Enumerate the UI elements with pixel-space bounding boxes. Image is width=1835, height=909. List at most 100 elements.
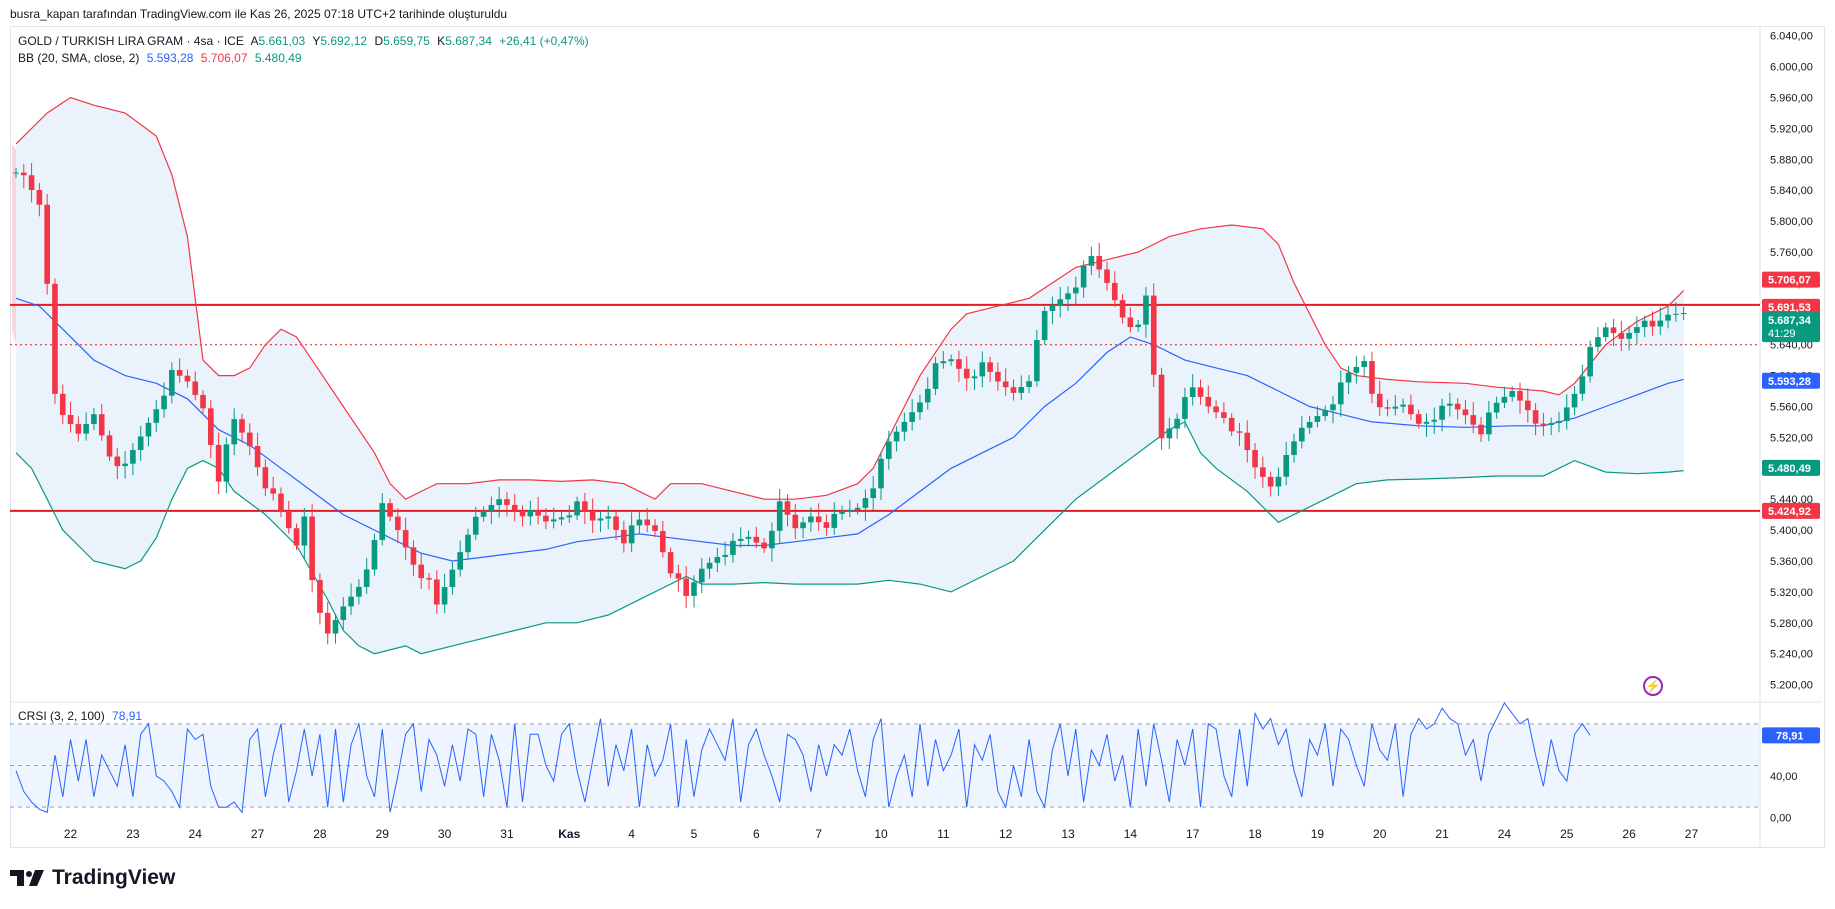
candle-body [231,419,238,445]
candle-body [1026,381,1032,388]
lightning-icon[interactable]: ⚡ [1643,676,1663,696]
price-tag-bg [1762,312,1820,343]
chart-attribution: busra_kapan tarafından TradingView.com i… [10,7,508,21]
candle-body [480,510,487,517]
candle-body [153,409,160,423]
candle-body [192,381,199,395]
high-value: 5.692,12 [320,34,368,48]
candle-body [36,190,43,205]
x-tick-label: 7 [815,827,822,841]
candle-body [706,562,713,569]
candle-body [1158,374,1165,439]
y-tick-label: 5.200,00 [1770,680,1813,692]
candle-body [340,606,347,620]
candle-body [1104,269,1110,283]
candle-body [558,517,565,520]
candle-body [1189,387,1196,398]
y-tick-label: 5.560,00 [1770,401,1813,413]
x-tick-label: 14 [1124,827,1138,841]
x-tick-label: 10 [874,827,888,841]
bb-upper-line [15,96,1685,500]
candle-body [550,519,557,522]
candle-body [363,569,370,587]
candle-body [145,422,152,437]
y-tick-label: 5.320,00 [1770,587,1813,599]
candle-body [44,204,50,284]
price-tag-countdown: 41:29 [1768,328,1796,340]
candle-body [75,424,82,434]
price-tag-label: 5.706,07 [1768,275,1811,287]
candle-body [1111,282,1118,301]
candle-body [745,536,752,539]
candle-body [1073,287,1079,294]
candle-body [667,552,674,574]
candle-body [1532,410,1539,424]
y-tick-label: 5.520,00 [1770,432,1813,444]
x-tick-label: 11 [937,827,950,841]
close-value: 5.687,34 [445,34,492,48]
candle-body [628,525,635,544]
candle-body [917,402,923,413]
candle-body [239,419,245,433]
candle-body [1260,467,1266,477]
crsi-value: 78,91 [112,709,143,723]
candle-body [730,540,736,555]
y-tick-label: 5.760,00 [1770,247,1813,259]
x-tick-label: 21 [1435,827,1449,841]
x-tick-label: 5 [691,827,698,841]
candle-body [457,552,463,570]
candle-body [379,503,386,540]
candle-body [223,444,230,482]
candle-body [535,509,541,516]
candle-body [823,522,830,528]
crsi-legend: CRSI (3, 2, 100) 78,91 [18,709,146,723]
candle-body [1010,387,1017,393]
candle-body [769,530,775,549]
candle-body [1291,441,1297,455]
y-tick-label: 5.880,00 [1770,154,1813,166]
candle-body [1306,421,1313,428]
candle-body [161,395,167,410]
candle-body [1135,324,1141,328]
candle-body [862,498,869,508]
candle-body [589,510,596,521]
candle-body [776,501,783,531]
candle-body [691,582,697,596]
candle-body [1447,403,1453,406]
candle-body [20,172,27,176]
y-tick-label: 6.040,00 [1770,31,1813,43]
candle-body [1680,313,1687,315]
bb-legend: BB (20, SMA, close, 2) 5.593,28 5.706,07… [18,51,306,65]
candle-body [488,505,495,511]
candle-body [1088,256,1095,266]
candle-body [1150,295,1157,375]
candle-body [208,408,214,445]
candle-body [504,499,510,505]
candle-body [1563,407,1570,422]
candle-body [1034,340,1040,382]
candle-body [1236,431,1243,433]
candle-body [1337,382,1344,405]
candle-body [1283,454,1290,477]
symbol-title: GOLD / TURKISH LIRA GRAM · 4sa · ICE [18,34,244,48]
tradingview-logo[interactable]: TradingView [10,866,175,890]
candle-body [1408,404,1414,415]
price-tag-bg [1762,502,1820,519]
candle-body [98,414,105,436]
x-tick-label: 31 [500,827,514,841]
candle-body [1353,366,1360,373]
x-tick-label: 12 [999,827,1013,841]
price-tag-bg [1762,298,1820,315]
candle-body [621,529,627,544]
candle-body [722,554,728,557]
candle-body [114,456,121,467]
candle-body [511,504,518,511]
candle-body [956,359,962,369]
candle-body [91,414,97,424]
open-label: A [250,34,259,48]
candle-body [753,536,760,543]
x-tick-label: 26 [1622,827,1636,841]
candle-body [1470,415,1477,425]
bb-lower-line [15,421,1684,655]
